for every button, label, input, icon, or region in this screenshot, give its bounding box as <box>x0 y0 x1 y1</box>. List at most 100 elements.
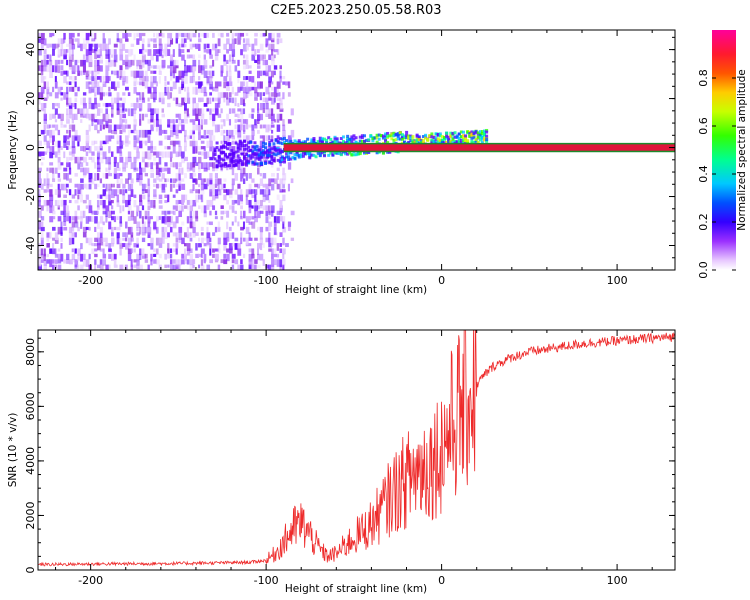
heat-cell <box>57 86 62 95</box>
heat-cell <box>43 97 48 102</box>
heat-cell <box>139 194 143 203</box>
heat-cell <box>240 189 243 195</box>
heat-cell <box>200 264 205 270</box>
heat-cell <box>237 162 241 171</box>
heat-cell <box>147 183 151 190</box>
heat-cell <box>153 38 157 43</box>
heat-cell <box>251 216 255 220</box>
heat-cell <box>108 119 112 124</box>
heat-cell <box>209 178 213 185</box>
heat-cell <box>139 65 143 70</box>
heat-cell <box>228 59 232 65</box>
heat-cell <box>189 173 194 179</box>
heat-cell <box>228 97 232 103</box>
heat-cell <box>141 43 145 51</box>
heat-cell <box>231 264 235 270</box>
heat-cell <box>228 76 232 83</box>
heat-cell <box>99 140 103 149</box>
heat-cell <box>164 167 168 172</box>
heat-cell <box>43 253 46 262</box>
heat-cell <box>459 141 463 145</box>
heat-cell <box>85 108 89 115</box>
heat-cell <box>136 226 139 232</box>
heat-cell <box>116 81 120 89</box>
heat-cell <box>57 140 61 148</box>
heat-cell <box>254 189 258 195</box>
heat-cell <box>195 253 199 258</box>
heat-cell <box>348 137 352 141</box>
heat-cell <box>158 178 163 182</box>
heat-cell <box>150 151 154 157</box>
heat-cell <box>310 138 314 142</box>
heat-cell <box>40 70 44 76</box>
heat-cell <box>282 216 286 224</box>
heat-cell <box>248 43 251 47</box>
heat-cell <box>150 243 154 250</box>
heat-cell <box>198 243 202 248</box>
heat-cell <box>396 137 400 141</box>
heat-cell <box>164 76 167 82</box>
heat-cell <box>80 108 84 116</box>
heat-cell <box>94 259 97 265</box>
heat-cell <box>136 156 139 162</box>
heat-cell <box>240 86 243 91</box>
heat-cell <box>38 32 41 38</box>
heat-cell <box>170 270 173 275</box>
heat-cell <box>80 113 84 118</box>
heat-cell <box>271 253 274 260</box>
heat-cell <box>251 146 254 153</box>
heat-cell <box>60 97 63 101</box>
heat-cell <box>141 167 146 173</box>
y-tick-label: 40 <box>24 43 37 57</box>
heat-cell <box>127 194 132 202</box>
heat-cell <box>147 65 151 72</box>
heat-cell <box>119 38 123 44</box>
heat-cell <box>68 232 73 238</box>
heat-cell <box>262 97 266 103</box>
heat-cell <box>119 243 124 249</box>
heat-cell <box>96 232 100 240</box>
heat-cell <box>240 144 244 148</box>
heat-cell <box>125 162 128 168</box>
heat-cell <box>60 162 64 166</box>
heat-cell <box>245 173 248 181</box>
heat-cell <box>354 153 358 157</box>
heat-cell <box>405 136 409 140</box>
heat-cell <box>102 189 107 197</box>
heat-cell <box>226 156 229 161</box>
heat-cell <box>215 165 219 169</box>
heat-cell <box>108 264 111 269</box>
heat-cell <box>119 108 123 114</box>
heat-cell <box>245 81 249 89</box>
heat-cell <box>127 129 131 138</box>
heat-cell <box>133 156 137 163</box>
heat-cell <box>113 70 118 76</box>
heat-cell <box>192 129 196 135</box>
heat-cell <box>54 102 59 107</box>
heat-cell <box>178 178 182 186</box>
heat-cell <box>155 237 159 246</box>
heat-cell <box>203 253 207 262</box>
heat-cell <box>77 65 80 74</box>
heat-cell <box>175 205 178 212</box>
heat-cell <box>271 205 275 213</box>
heat-cell <box>217 49 221 54</box>
heat-cell <box>381 134 385 138</box>
heat-cell <box>43 102 47 109</box>
heat-cell <box>99 232 103 238</box>
heat-cell <box>238 147 242 151</box>
heat-cell <box>158 243 163 248</box>
heat-cell <box>144 81 149 89</box>
heat-cell <box>245 159 249 163</box>
heat-cell <box>175 232 178 238</box>
heat-cell <box>248 92 253 97</box>
heat-cell <box>279 264 282 270</box>
heat-cell <box>192 70 195 77</box>
heat-cell <box>43 108 47 116</box>
heat-cell <box>318 154 322 158</box>
heat-cell <box>270 161 274 165</box>
heat-cell <box>57 146 61 153</box>
heat-cell <box>242 157 246 161</box>
heat-cell <box>54 140 59 147</box>
heat-cell <box>150 124 154 132</box>
